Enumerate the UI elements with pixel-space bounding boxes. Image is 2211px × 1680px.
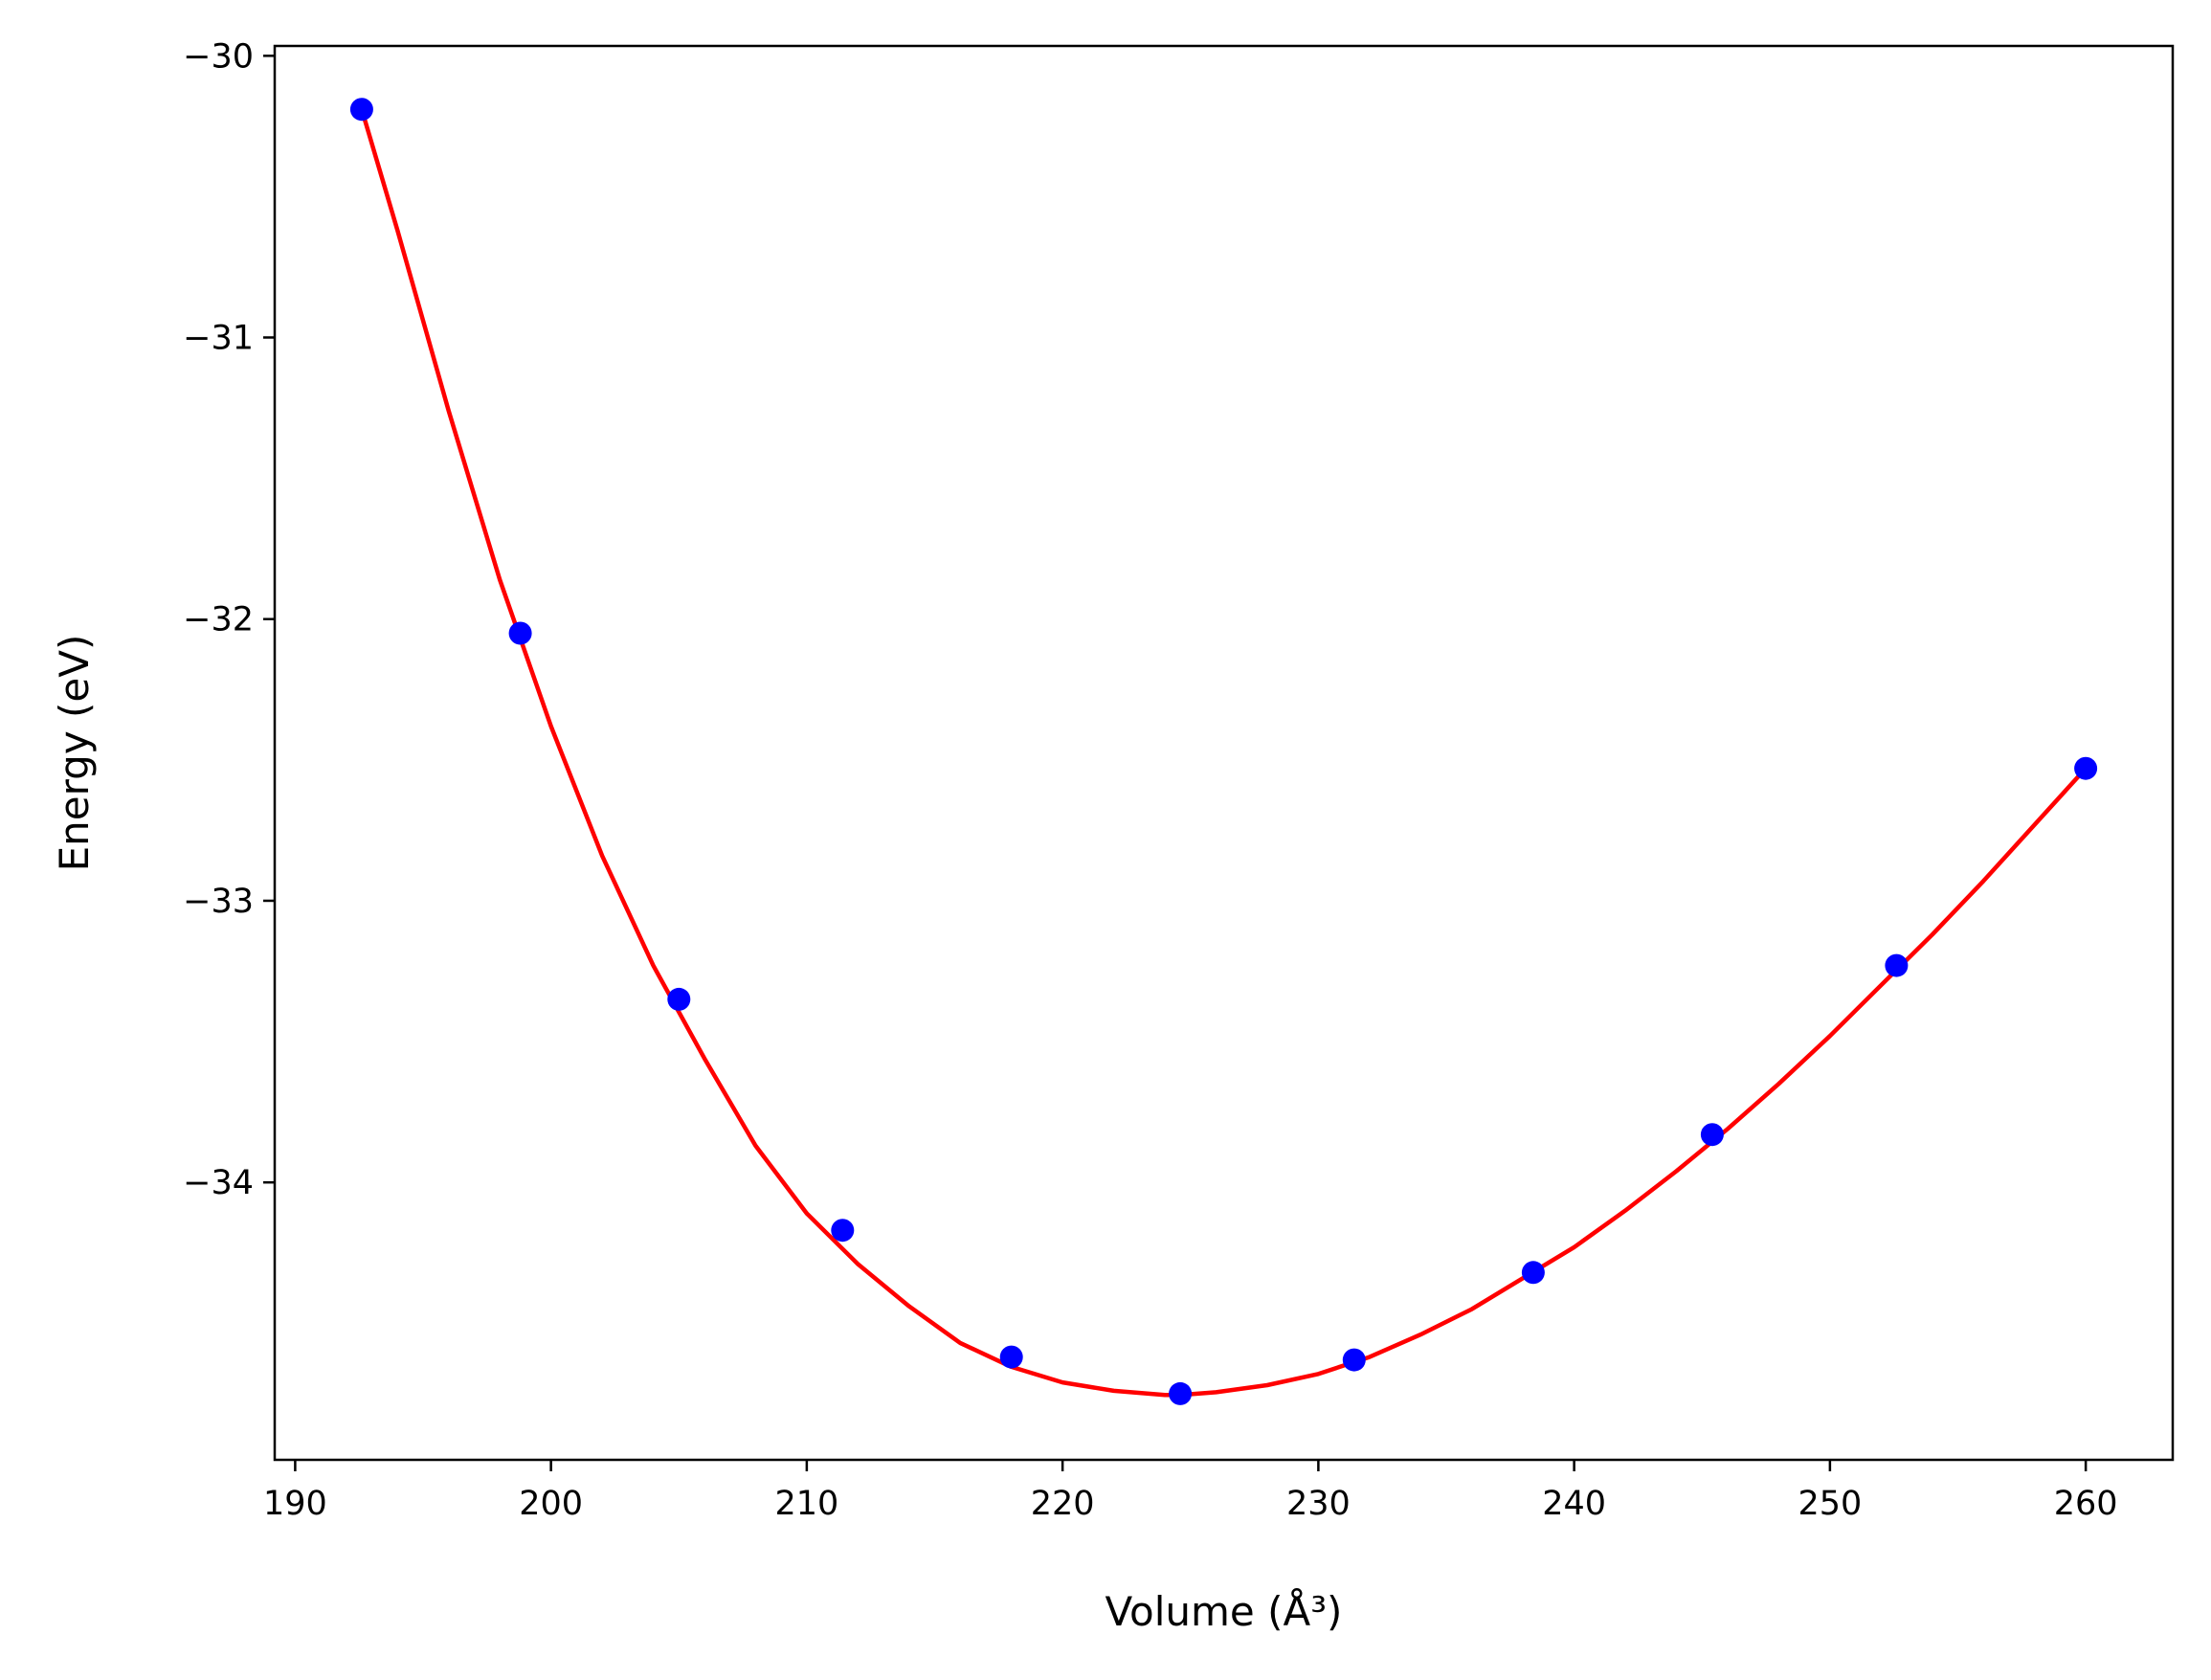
data-point: [1342, 1348, 1366, 1372]
x-tick-label: 260: [2054, 1485, 2118, 1523]
data-point: [2074, 756, 2098, 780]
x-tick-label: 200: [519, 1485, 583, 1523]
data-point: [349, 98, 373, 122]
plot-frame: [273, 44, 2175, 1462]
data-point: [831, 1219, 855, 1243]
x-axis: 190 200 210 220 230 240 250 260: [263, 1460, 2118, 1523]
fit-curve: [359, 108, 2088, 1398]
data-point: [1521, 1261, 1545, 1285]
x-tick-label: 240: [1542, 1485, 1606, 1523]
data-point: [1169, 1381, 1193, 1405]
data-point: [1885, 953, 1909, 977]
y-axis: −34 −33 −32 −31 −30: [183, 37, 275, 1202]
y-tick-label: −34: [183, 1164, 254, 1202]
x-tick-label: 210: [774, 1485, 838, 1523]
data-point: [999, 1345, 1023, 1369]
y-tick-label: −32: [183, 601, 254, 639]
x-tick-label: 220: [1031, 1485, 1095, 1523]
x-tick-label: 250: [1798, 1485, 1862, 1523]
x-tick-label: 190: [263, 1485, 327, 1523]
data-point: [667, 987, 691, 1011]
y-tick-label: −30: [183, 37, 254, 76]
data-point: [1700, 1123, 1724, 1147]
data-point: [508, 621, 532, 645]
fit-curve-layer: [359, 108, 2088, 1398]
data-points-layer: [349, 98, 2098, 1405]
y-axis-label: Energy (eV): [51, 635, 98, 872]
x-tick-label: 230: [1286, 1485, 1351, 1523]
x-axis-label: Volume (Å³): [1106, 1587, 1343, 1635]
y-tick-label: −33: [183, 883, 254, 921]
y-tick-label: −31: [183, 320, 254, 358]
